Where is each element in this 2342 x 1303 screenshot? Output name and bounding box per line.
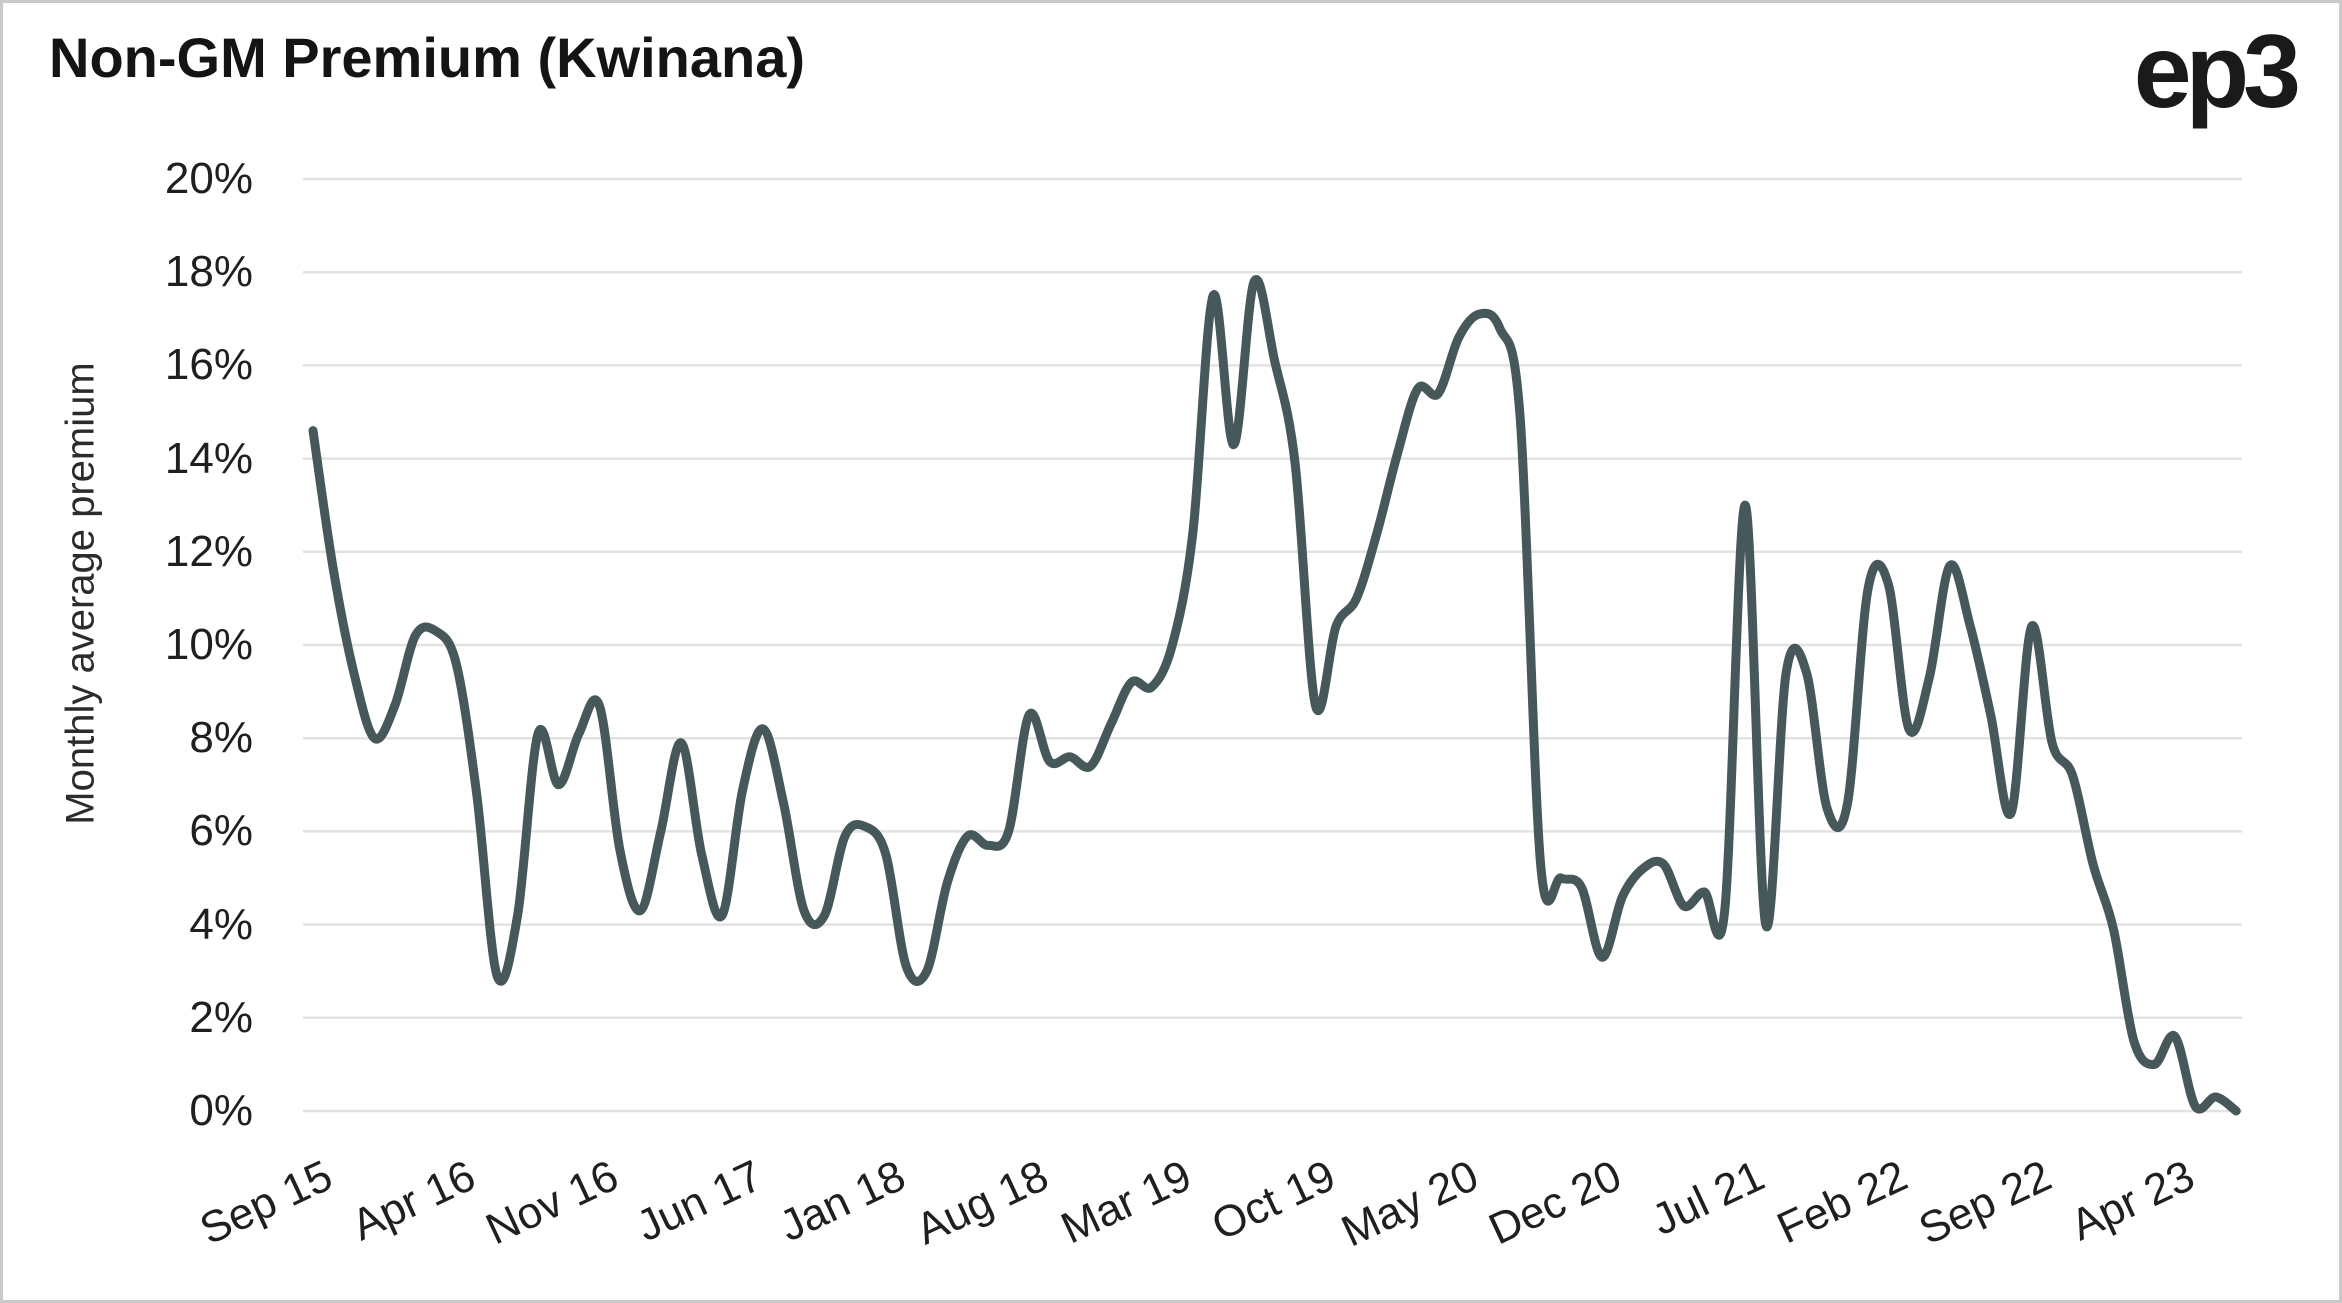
y-tick-label: 8% <box>189 713 253 763</box>
y-tick-label: 16% <box>164 340 253 390</box>
y-tick-label: 6% <box>189 806 253 856</box>
premium-line <box>308 275 2241 1116</box>
y-tick-label: 18% <box>164 247 253 297</box>
y-tick-label: 12% <box>164 526 253 576</box>
y-tick-label: 2% <box>189 992 253 1042</box>
line-chart-plot <box>303 177 2242 1116</box>
y-tick-label: 10% <box>164 620 253 669</box>
y-tick-label: 0% <box>189 1086 253 1135</box>
y-tick-label: 4% <box>189 899 253 949</box>
y-tick-label: 20% <box>164 154 253 203</box>
y-tick-label: 14% <box>164 433 253 483</box>
ep3-logo: ep3 <box>2133 14 2301 130</box>
chart-title: Non-GM Premium (Kwinana) <box>49 26 806 89</box>
